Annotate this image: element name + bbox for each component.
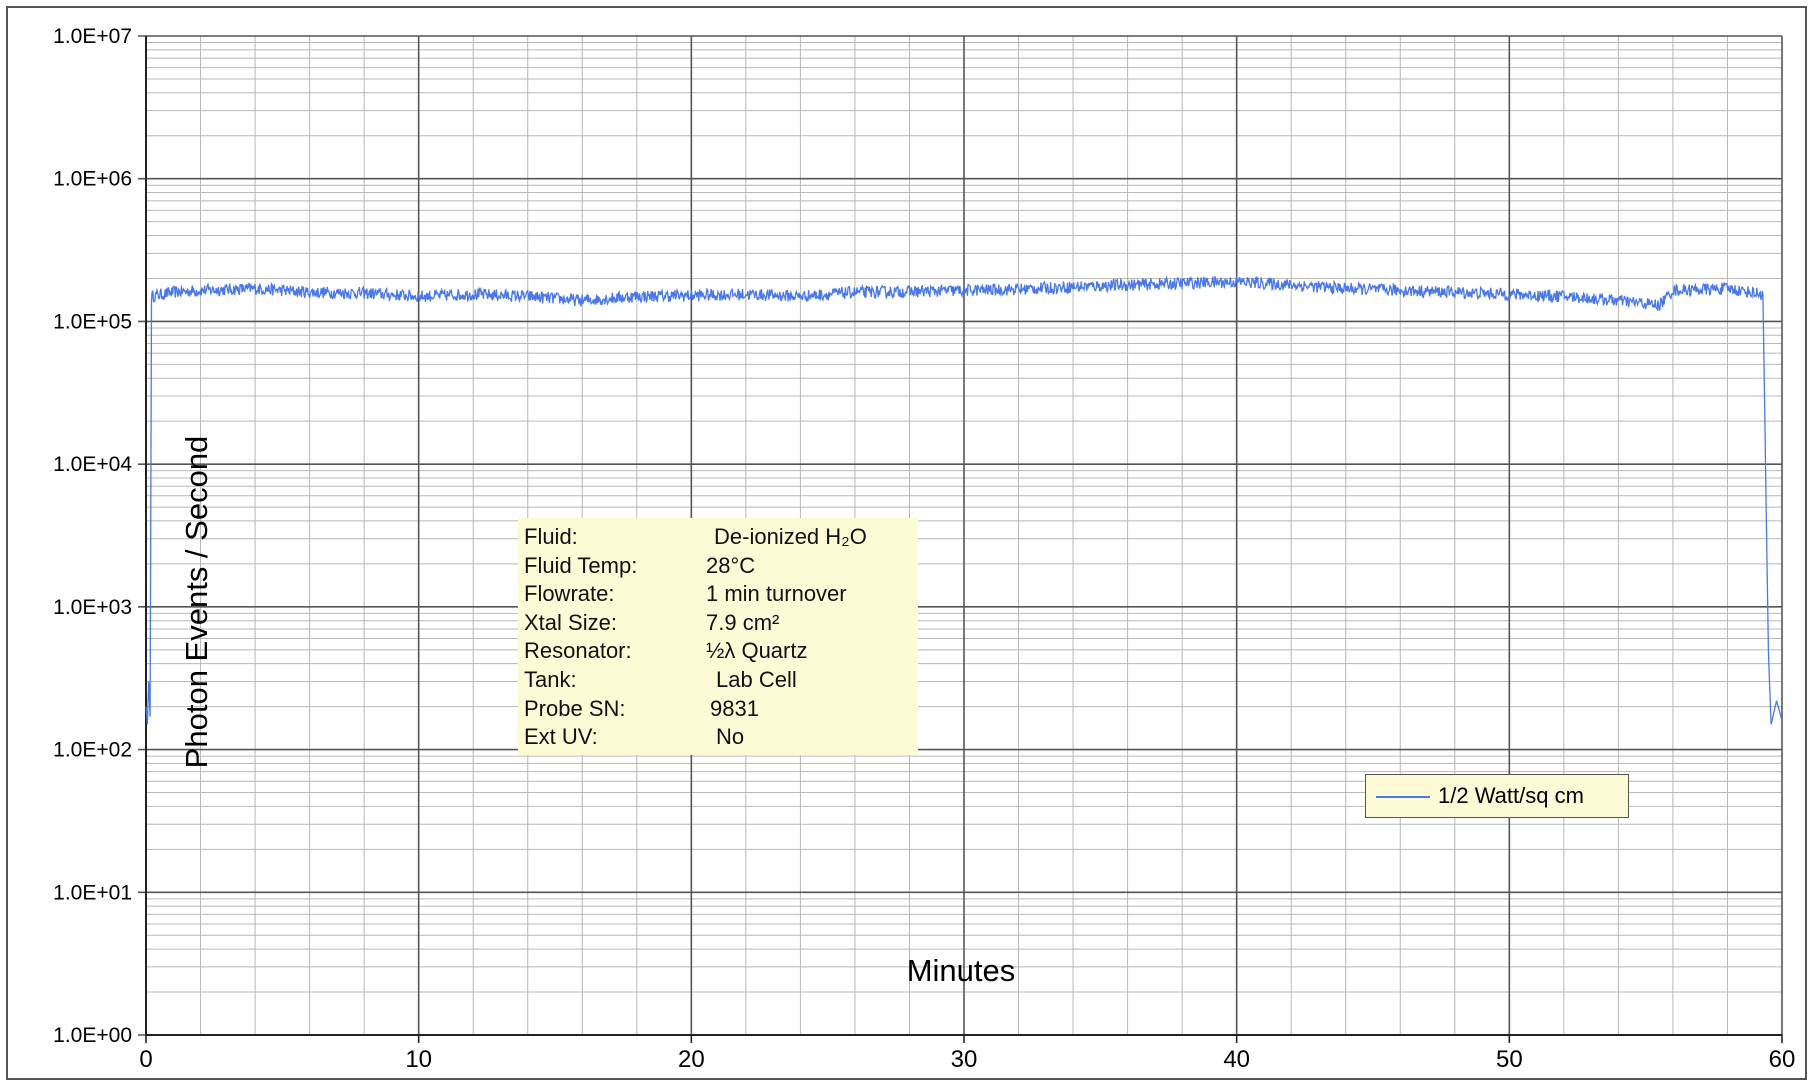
y-tick-label: 1.0E+02 bbox=[53, 739, 132, 762]
y-tick-label: 1.0E+05 bbox=[53, 310, 132, 333]
y-tick-label: 1.0E+01 bbox=[53, 881, 132, 904]
info-label: Xtal Size: bbox=[524, 609, 617, 635]
y-tick-label: 1.0E+04 bbox=[53, 453, 132, 476]
info-label: Probe SN: bbox=[524, 695, 626, 721]
x-tick-label: 20 bbox=[678, 1046, 705, 1073]
major-gridlines bbox=[138, 35, 1783, 1036]
y-tick-label: 1.0E+07 bbox=[53, 25, 132, 48]
info-value: De-ionized H₂O bbox=[714, 524, 867, 549]
x-tick-label: 60 bbox=[1769, 1046, 1796, 1073]
x-tick-label: 40 bbox=[1223, 1046, 1250, 1073]
info-value: 7.9 cm² bbox=[706, 609, 780, 635]
y-tick-labels: 1.0E+00 1.0E+01 1.0E+02 1.0E+03 1.0E+04 1.0E+… bbox=[53, 25, 132, 1047]
info-value: ½λ Quartz bbox=[706, 638, 808, 664]
series-line bbox=[145, 275, 1783, 725]
info-label: Resonator: bbox=[524, 638, 632, 664]
info-value: 28°C bbox=[706, 552, 756, 578]
info-row: Flowrate: 1 min turnover bbox=[524, 581, 914, 609]
info-value: 9831 bbox=[710, 695, 759, 721]
info-value: 1 min turnover bbox=[706, 581, 847, 607]
info-row: Fluid: De-ionized H₂O bbox=[524, 524, 914, 552]
x-tick-label: 10 bbox=[405, 1046, 432, 1073]
info-label: Flowrate: bbox=[524, 581, 615, 607]
info-label: Fluid: bbox=[524, 524, 578, 549]
info-row: Xtal Size: 7.9 cm² bbox=[524, 610, 914, 638]
info-row: Ext UV: No bbox=[524, 724, 914, 752]
y-tick-label: 1.0E+03 bbox=[53, 596, 132, 619]
legend: 1/2 Watt/sq cm bbox=[1365, 774, 1629, 818]
y-axis-title: Photon Events / Second bbox=[179, 436, 214, 769]
info-label: Tank: bbox=[524, 667, 577, 692]
info-label: Fluid Temp: bbox=[524, 552, 638, 578]
info-row: Tank: Lab Cell bbox=[524, 667, 914, 695]
annotation-box: Fluid: De-ionized H₂O Fluid Temp: 28°C Flowr… bbox=[518, 518, 918, 755]
y-tick-label: 1.0E+06 bbox=[53, 168, 132, 191]
legend-swatch bbox=[1376, 796, 1430, 798]
info-label: Ext UV: bbox=[524, 724, 598, 750]
axes bbox=[145, 36, 1783, 1043]
info-row: Probe SN: 9831 bbox=[524, 696, 914, 724]
info-row: Fluid Temp: 28°C bbox=[524, 553, 914, 581]
y-tick-label: 1.0E+00 bbox=[53, 1024, 132, 1047]
series-group bbox=[145, 275, 1783, 725]
x-tick-label: 0 bbox=[139, 1046, 152, 1073]
x-tick-label: 50 bbox=[1496, 1046, 1523, 1073]
x-tick-labels: 0 10 20 30 40 50 60 bbox=[139, 1046, 1795, 1073]
x-tick-label: 30 bbox=[951, 1046, 978, 1073]
x-axis-title: Minutes bbox=[907, 953, 1016, 988]
info-value: No bbox=[716, 724, 745, 750]
info-row: Resonator: ½λ Quartz bbox=[524, 638, 914, 666]
legend-label: 1/2 Watt/sq cm bbox=[1438, 783, 1584, 808]
info-value: Lab Cell bbox=[716, 667, 797, 692]
